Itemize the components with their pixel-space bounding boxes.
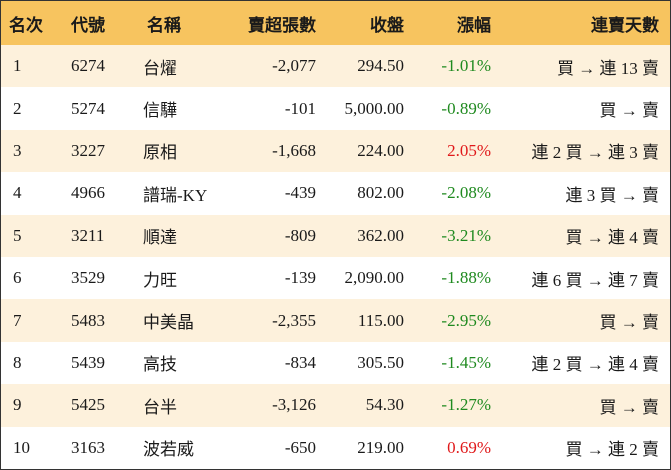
header-net-sell[interactable]: 賣超張數 bbox=[248, 15, 316, 35]
streak-cell: 連 2 買 → 連 4 賣 bbox=[531, 355, 660, 375]
header-change[interactable]: 漲幅 bbox=[457, 15, 491, 35]
stock-code-cell: 5274 bbox=[71, 98, 105, 118]
streak-cell: 買 → 賣 bbox=[599, 313, 660, 333]
table-row[interactable]: 3 3227 原相 -1,668 224.00 2.05% 連 2 買 → 連 3 賣 bbox=[1, 129, 670, 173]
header-close[interactable]: 收盤 bbox=[370, 15, 404, 35]
stock-name-cell: 譜瑞-KY bbox=[143, 185, 208, 205]
close-price-cell: 305.50 bbox=[357, 352, 404, 372]
header-rank[interactable]: 名次 bbox=[9, 15, 43, 35]
stock-name-cell: 波若威 bbox=[143, 440, 194, 460]
close-price-cell: 362.00 bbox=[357, 225, 404, 245]
rank-cell: 1 bbox=[13, 56, 22, 76]
change-percent-cell: 0.69% bbox=[447, 437, 491, 457]
stock-code-cell: 3211 bbox=[71, 225, 105, 245]
header-name[interactable]: 名稱 bbox=[147, 15, 181, 35]
stock-name-cell: 力旺 bbox=[143, 270, 177, 290]
streak-cell: 連 6 買 → 連 7 賣 bbox=[531, 270, 660, 290]
stock-code-cell: 4966 bbox=[71, 183, 105, 203]
rank-cell: 3 bbox=[13, 140, 22, 160]
close-price-cell: 224.00 bbox=[357, 140, 404, 160]
close-price-cell: 294.50 bbox=[357, 56, 404, 76]
stock-name-cell: 台半 bbox=[143, 397, 177, 417]
change-percent-cell: -0.89% bbox=[441, 98, 491, 118]
close-price-cell: 5,000.00 bbox=[344, 98, 405, 118]
stock-name-cell: 中美晶 bbox=[143, 313, 194, 333]
change-percent-cell: -1.27% bbox=[441, 395, 491, 415]
stock-name-cell: 原相 bbox=[143, 143, 177, 163]
net-sell-cell: -1,668 bbox=[272, 140, 316, 160]
change-percent-cell: -2.08% bbox=[441, 183, 491, 203]
header-streak[interactable]: 連賣天數 bbox=[591, 15, 659, 35]
close-price-cell: 219.00 bbox=[357, 437, 404, 457]
streak-cell: 買 → 連 2 賣 bbox=[565, 440, 660, 460]
stock-name-cell: 台燿 bbox=[143, 58, 177, 78]
table-row[interactable]: 4 4966 譜瑞-KY -439 802.00 -2.08% 連 3 買 → 賣 bbox=[1, 172, 670, 214]
net-sell-cell: -834 bbox=[284, 352, 316, 372]
stock-code-cell: 3227 bbox=[71, 140, 105, 160]
table-row[interactable]: 8 5439 高技 -834 305.50 -1.45% 連 2 買 → 連 4 賣 bbox=[1, 342, 670, 384]
stock-name-cell: 順達 bbox=[143, 228, 177, 248]
net-sell-cell: -3,126 bbox=[272, 395, 316, 415]
net-sell-cell: -101 bbox=[284, 98, 316, 118]
net-sell-cell: -809 bbox=[284, 225, 316, 245]
stock-name-cell: 高技 bbox=[143, 355, 177, 375]
streak-cell: 連 3 買 → 賣 bbox=[565, 185, 660, 205]
net-sell-cell: -2,355 bbox=[272, 310, 316, 330]
streak-cell: 買 → 賣 bbox=[599, 397, 660, 417]
table-row[interactable]: 10 3163 波若威 -650 219.00 0.69% 買 → 連 2 賣 bbox=[1, 427, 670, 469]
table-row[interactable]: 2 5274 信驊 -101 5,000.00 -0.89% 買 → 賣 bbox=[1, 87, 670, 129]
streak-cell: 買 → 連 13 賣 bbox=[557, 58, 659, 78]
stock-code-cell: 5483 bbox=[71, 310, 105, 330]
change-percent-cell: -1.45% bbox=[441, 352, 491, 372]
table-row[interactable]: 7 5483 中美晶 -2,355 115.00 -2.95% 買 → 賣 bbox=[1, 299, 670, 342]
stock-code-cell: 6274 bbox=[71, 56, 105, 76]
close-price-cell: 2,090.00 bbox=[344, 268, 405, 288]
change-percent-cell: -3.21% bbox=[441, 225, 491, 245]
stock-name-cell: 信驊 bbox=[143, 101, 177, 121]
table-row[interactable]: 1 6274 台燿 -2,077 294.50 -1.01% 買 → 連 13 賣 bbox=[1, 45, 670, 88]
change-percent-cell: -1.01% bbox=[441, 56, 491, 76]
streak-cell: 買 → 賣 bbox=[599, 101, 660, 121]
stock-code-cell: 5439 bbox=[71, 352, 105, 372]
rank-cell: 10 bbox=[13, 437, 30, 457]
rank-cell: 5 bbox=[13, 225, 22, 245]
streak-cell: 買 → 連 4 賣 bbox=[565, 228, 660, 248]
rank-cell: 7 bbox=[13, 310, 22, 330]
rank-cell: 2 bbox=[13, 98, 22, 118]
net-sell-cell: -650 bbox=[284, 437, 316, 457]
close-price-cell: 802.00 bbox=[357, 183, 404, 203]
net-sell-cell: -2,077 bbox=[272, 56, 316, 76]
net-sell-cell: -139 bbox=[284, 268, 316, 288]
stock-code-cell: 5425 bbox=[71, 395, 105, 415]
change-percent-cell: -2.95% bbox=[441, 310, 491, 330]
stock-code-cell: 3163 bbox=[71, 437, 105, 457]
rank-cell: 8 bbox=[13, 352, 22, 372]
streak-cell: 連 2 買 → 連 3 賣 bbox=[531, 143, 660, 163]
close-price-cell: 54.30 bbox=[365, 395, 404, 415]
table-header-row: 名次 代號 名稱 賣超張數 收盤 漲幅 連賣天數 bbox=[1, 1, 670, 45]
stock-code-cell: 3529 bbox=[71, 268, 105, 288]
rank-cell: 4 bbox=[13, 183, 22, 203]
table-row[interactable]: 6 3529 力旺 -139 2,090.00 -1.88% 連 6 買 → 連 7 賣 bbox=[1, 257, 670, 299]
net-sell-cell: -439 bbox=[284, 183, 316, 203]
table-row[interactable]: 5 3211 順達 -809 362.00 -3.21% 買 → 連 4 賣 bbox=[1, 214, 670, 257]
close-price-cell: 115.00 bbox=[357, 310, 404, 330]
rank-cell: 9 bbox=[13, 395, 22, 415]
change-percent-cell: 2.05% bbox=[447, 140, 491, 160]
header-code[interactable]: 代號 bbox=[71, 15, 105, 35]
rank-cell: 6 bbox=[13, 268, 22, 288]
change-percent-cell: -1.88% bbox=[441, 268, 491, 288]
table-row[interactable]: 9 5425 台半 -3,126 54.30 -1.27% 買 → 賣 bbox=[1, 384, 670, 427]
